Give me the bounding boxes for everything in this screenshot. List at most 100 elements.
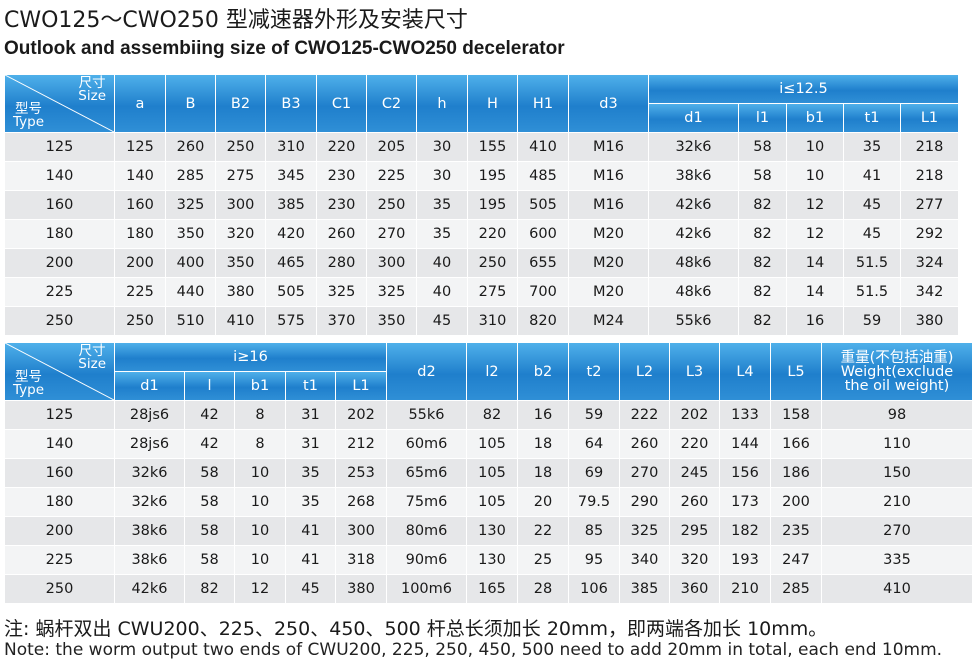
row-type-cell: 225 [5, 546, 115, 575]
table-cell: 260 [670, 488, 720, 517]
table-cell: 42k6 [649, 191, 739, 220]
table-cell: 210 [720, 575, 771, 604]
table-cell: 218 [901, 162, 959, 191]
table-cell: 165 [467, 575, 518, 604]
table-cell: M24 [569, 307, 649, 336]
table-cell: 225 [115, 278, 166, 307]
table-cell: 575 [266, 307, 317, 336]
table-row: 250 42k6 82 12 45 380 100m6 165 28 106 385 360 210 28… [5, 575, 973, 604]
col-header: B2 [216, 75, 266, 133]
table-cell: 110 [822, 430, 973, 459]
table-row: 140 140 285 275 345 230 225 30 195 485 M16 38k6 58 10… [5, 162, 959, 191]
group-header: i≤12.5 [649, 75, 959, 104]
row-type-cell: 140 [5, 162, 115, 191]
table-cell: 260 [166, 133, 216, 162]
table-cell: 82 [739, 191, 787, 220]
col-header: C2 [367, 75, 417, 133]
table-cell: 35 [286, 488, 336, 517]
table-cell: 31 [286, 401, 336, 430]
table-cell: 55k6 [387, 401, 467, 430]
table-cell: 385 [620, 575, 670, 604]
sub-header: t1 [286, 372, 336, 401]
col-header: d3 [569, 75, 649, 133]
table-row: 180 32k6 58 10 35 268 75m6 105 20 79.5 290 260 173 20… [5, 488, 973, 517]
table-cell: 310 [468, 307, 518, 336]
table-cell: 30 [417, 133, 468, 162]
table-cell: 85 [569, 517, 620, 546]
col-header: L5 [771, 343, 822, 401]
table-cell: 186 [771, 459, 822, 488]
table-cell: 300 [216, 191, 266, 220]
table-cell: 360 [670, 575, 720, 604]
table-cell: 820 [518, 307, 569, 336]
col-header: B [166, 75, 216, 133]
sub-header: L1 [901, 104, 959, 133]
table-cell: 28 [518, 575, 569, 604]
table-cell: 410 [822, 575, 973, 604]
table-cell: 350 [166, 220, 216, 249]
table-cell: 40 [417, 278, 468, 307]
table-cell: 130 [467, 546, 518, 575]
table-cell: 48k6 [649, 278, 739, 307]
table-cell: 235 [771, 517, 822, 546]
table-cell: 300 [367, 249, 417, 278]
row-type-cell: 160 [5, 191, 115, 220]
table-cell: 340 [620, 546, 670, 575]
table-cell: 270 [822, 517, 973, 546]
table-cell: 82 [739, 220, 787, 249]
table-cell: 82 [739, 249, 787, 278]
table-cell: 250 [468, 249, 518, 278]
table-cell: 10 [787, 133, 844, 162]
table-cell: 350 [216, 249, 266, 278]
table-cell: 41 [844, 162, 901, 191]
col-header: l2 [467, 343, 518, 401]
table-cell: 295 [670, 517, 720, 546]
table-cell: 325 [317, 278, 367, 307]
table-cell: 385 [266, 191, 317, 220]
table-cell: 324 [901, 249, 959, 278]
table-cell: 45 [417, 307, 468, 336]
table-cell: 250 [216, 133, 266, 162]
corner-header: 尺寸 Size 型号 Type [5, 343, 115, 401]
table-cell: 40 [417, 249, 468, 278]
corner-type-label: 型号 Type [13, 101, 45, 130]
group-header: i≥16 [115, 343, 387, 372]
col-header: a [115, 75, 166, 133]
table-cell: 250 [115, 307, 166, 336]
table-cell: 42 [185, 430, 235, 459]
table-cell: 285 [771, 575, 822, 604]
table-cell: 14 [787, 249, 844, 278]
table-cell: 200 [115, 249, 166, 278]
row-type-cell: 200 [5, 249, 115, 278]
table-cell: 156 [720, 459, 771, 488]
table-cell: 285 [166, 162, 216, 191]
table-cell: 100m6 [387, 575, 467, 604]
table-cell: 64 [569, 430, 620, 459]
table-cell: 16 [518, 401, 569, 430]
sub-header: b1 [787, 104, 844, 133]
table-cell: 35 [417, 220, 468, 249]
table-cell: 51.5 [844, 278, 901, 307]
col-header: h [417, 75, 468, 133]
table-cell: 38k6 [115, 517, 185, 546]
page-title-cn: CWO125～CWO250 型减速器外形及安装尺寸 [4, 8, 468, 33]
table-cell: 310 [266, 133, 317, 162]
table-cell: 58 [185, 546, 235, 575]
table-cell: 325 [367, 278, 417, 307]
table-cell: 55k6 [649, 307, 739, 336]
row-type-cell: 250 [5, 307, 115, 336]
col-header: t2 [569, 343, 620, 401]
table-cell: 18 [518, 430, 569, 459]
corner-type-label: 型号 Type [13, 369, 45, 398]
table-cell: 277 [901, 191, 959, 220]
table-cell: 130 [467, 517, 518, 546]
table-cell: 485 [518, 162, 569, 191]
weight-header: 重量(不包括油重) Weight(exclude the oil weight) [822, 343, 973, 401]
col-header: L3 [670, 343, 720, 401]
table-cell: 173 [720, 488, 771, 517]
table-cell: M20 [569, 220, 649, 249]
table-cell: 325 [166, 191, 216, 220]
table-cell: 220 [670, 430, 720, 459]
table-cell: 158 [771, 401, 822, 430]
table-cell: 45 [844, 220, 901, 249]
